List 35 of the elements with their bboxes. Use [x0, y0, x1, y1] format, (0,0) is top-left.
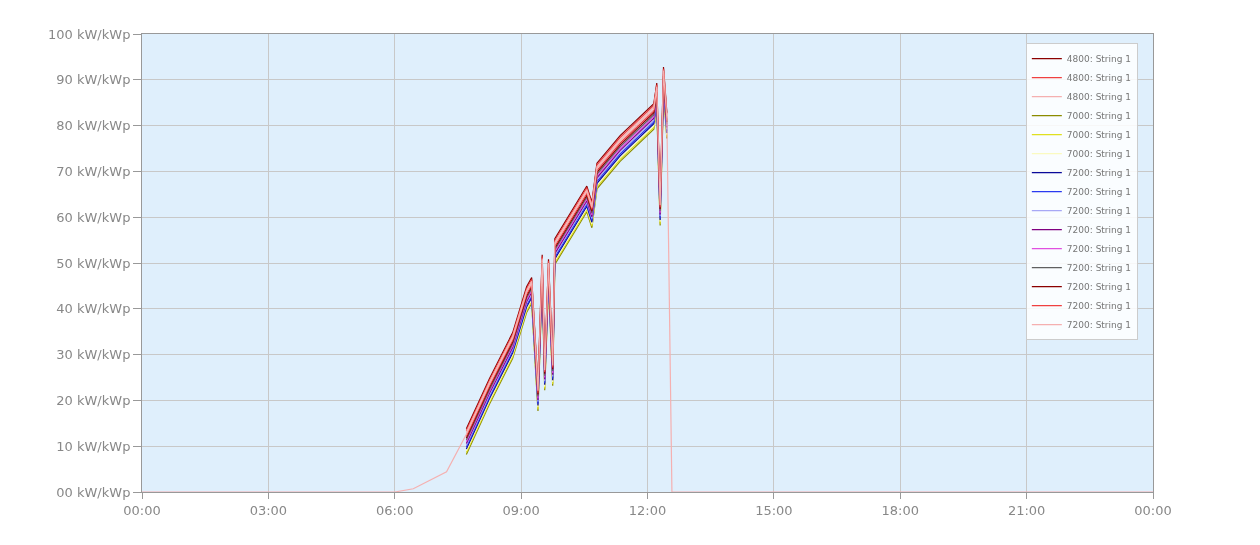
y-tick-label: 10 kW/kWp — [56, 438, 131, 454]
y-tick-label: 100 kW/kWp — [48, 26, 131, 42]
legend-label: 4800: String 1 — [1066, 54, 1132, 65]
legend-label: 7200: String 1 — [1066, 225, 1132, 236]
legend-label: 7000: String 1 — [1066, 130, 1132, 141]
y-tick-label: 70 kW/kWp — [56, 163, 131, 179]
legend-label: 7200: String 1 — [1066, 187, 1132, 198]
y-tick-label: 20 kW/kWp — [56, 392, 131, 408]
x-tick-label: 00:00 — [123, 502, 161, 518]
legend-label: 7200: String 1 — [1066, 244, 1132, 255]
x-tick-label: 03:00 — [249, 502, 288, 518]
legend-label: 7200: String 1 — [1066, 206, 1132, 217]
legend-label: 4800: String 1 — [1066, 73, 1132, 84]
x-tick-label: 00:00 — [1134, 502, 1172, 518]
y-tick-label: 50 kW/kWp — [56, 255, 131, 271]
x-tick-label: 09:00 — [502, 502, 540, 518]
legend-label: 7200: String 1 — [1066, 320, 1132, 331]
y-tick-label: 40 kW/kWp — [56, 301, 131, 317]
legend-label: 7000: String 1 — [1066, 111, 1132, 122]
x-tick-label: 15:00 — [755, 502, 793, 518]
legend-label: 7200: String 1 — [1066, 301, 1132, 312]
legend-label: 7200: String 1 — [1066, 263, 1132, 274]
y-tick-label: 90 kW/kWp — [56, 72, 131, 88]
legend-label: 7200: String 1 — [1066, 168, 1132, 179]
x-tick-label: 12:00 — [628, 502, 667, 518]
y-tick-label: 80 kW/kWp — [56, 118, 131, 134]
x-tick-label: 21:00 — [1007, 502, 1046, 518]
y-tick-label: 30 kW/kWp — [56, 347, 131, 363]
y-tick-label: 00 kW/kWp — [56, 484, 131, 500]
x-tick-label: 18:00 — [881, 502, 919, 518]
y-tick-label: 60 kW/kWp — [56, 209, 131, 225]
legend-label: 4800: String 1 — [1066, 92, 1132, 103]
legend-label: 7000: String 1 — [1066, 149, 1132, 160]
x-tick-label: 06:00 — [376, 502, 414, 518]
legend-label: 7200: String 1 — [1066, 282, 1132, 293]
